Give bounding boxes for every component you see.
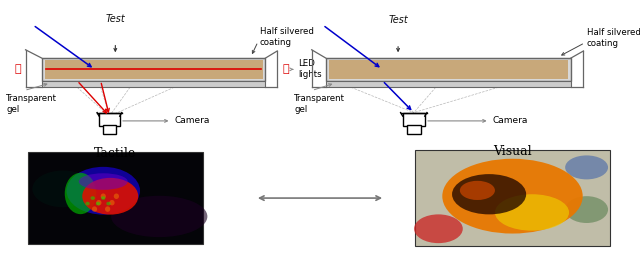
Bar — [28, 152, 203, 244]
Text: Tactile: Tactile — [94, 147, 136, 160]
Ellipse shape — [495, 194, 569, 231]
Ellipse shape — [91, 196, 95, 200]
Text: ⓗ: ⓗ — [14, 64, 21, 74]
Ellipse shape — [565, 155, 608, 179]
Ellipse shape — [460, 181, 495, 200]
Text: Half silvered
coating: Half silvered coating — [587, 28, 640, 48]
Ellipse shape — [67, 167, 140, 215]
Ellipse shape — [83, 178, 138, 215]
Text: Test: Test — [388, 15, 408, 25]
Ellipse shape — [100, 194, 106, 199]
Text: Transparent
gel: Transparent gel — [6, 94, 58, 114]
Ellipse shape — [114, 194, 119, 199]
Ellipse shape — [96, 202, 100, 205]
Bar — [407, 125, 420, 134]
Ellipse shape — [109, 200, 115, 205]
Bar — [326, 81, 571, 87]
Ellipse shape — [111, 196, 207, 237]
Ellipse shape — [106, 202, 111, 205]
Bar — [42, 81, 266, 87]
Ellipse shape — [105, 206, 110, 212]
Ellipse shape — [92, 206, 97, 212]
Ellipse shape — [101, 196, 106, 200]
Bar — [99, 113, 120, 126]
Text: Half silvered
coating: Half silvered coating — [260, 27, 314, 47]
Ellipse shape — [65, 173, 96, 214]
Bar — [329, 59, 568, 79]
Ellipse shape — [565, 196, 608, 223]
Text: Camera: Camera — [428, 116, 528, 125]
Ellipse shape — [96, 200, 102, 205]
Text: Transparent
gel: Transparent gel — [294, 94, 346, 114]
Bar — [403, 113, 425, 126]
Text: ⓗ: ⓗ — [283, 64, 289, 74]
Bar — [326, 58, 571, 81]
Text: LED
lights: LED lights — [298, 59, 321, 80]
Ellipse shape — [85, 202, 90, 205]
Ellipse shape — [442, 159, 582, 233]
Ellipse shape — [33, 170, 93, 207]
Bar — [415, 150, 610, 246]
Text: Camera: Camera — [123, 116, 209, 125]
Ellipse shape — [452, 174, 526, 214]
Bar — [103, 125, 116, 134]
Bar — [45, 59, 262, 79]
Ellipse shape — [414, 214, 463, 243]
Text: Test: Test — [106, 14, 125, 24]
Text: Visual: Visual — [493, 145, 532, 158]
Ellipse shape — [79, 173, 128, 190]
Bar — [42, 58, 266, 81]
